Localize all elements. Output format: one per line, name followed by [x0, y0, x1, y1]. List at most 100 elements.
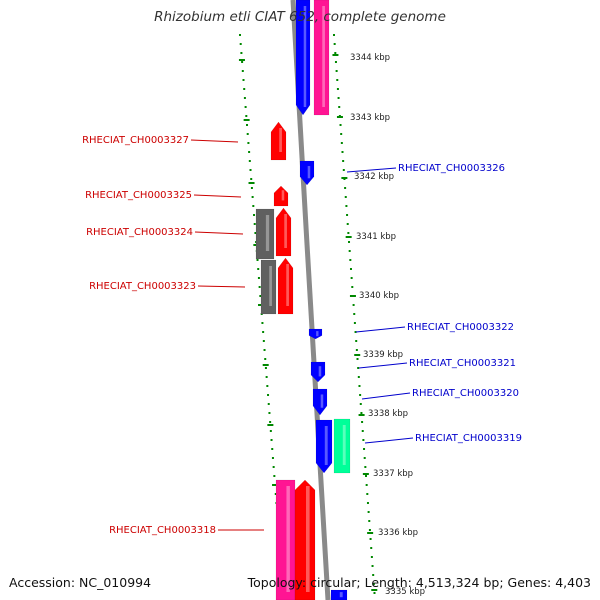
inner-ring-dot — [269, 430, 272, 432]
outer-ring-dot — [372, 583, 375, 585]
inner-ring-dot — [262, 340, 265, 342]
gene-label[interactable]: RHECIAT_CH0003320 — [412, 388, 519, 399]
gene-arrow — [273, 185, 289, 207]
outer-ring-dot — [369, 538, 372, 540]
outer-ring-dot — [371, 565, 374, 567]
accession-text: Accession: NC_010994 — [9, 575, 152, 590]
leader-line — [355, 326, 406, 333]
leader-line — [197, 285, 246, 288]
inner-ring-dot — [269, 421, 272, 423]
outer-ring-dot — [336, 79, 339, 81]
outer-ring-dot — [367, 511, 370, 513]
inner-ring-dot — [243, 88, 246, 90]
outer-ring-dot — [340, 133, 343, 135]
outer-ring-dot — [347, 232, 350, 234]
gene-highlight — [342, 425, 346, 465]
outer-ring-dot — [354, 331, 357, 333]
gene-label[interactable]: RHECIAT_CH0003325 — [85, 190, 192, 201]
inner-ring-dot — [249, 169, 252, 171]
outer-ring-dot — [338, 106, 341, 108]
gene-block — [333, 418, 351, 474]
inner-ring-dot — [245, 115, 248, 117]
inner-ring-dot — [243, 97, 246, 99]
inner-ring-dot — [253, 214, 256, 216]
ring-tick — [349, 295, 356, 297]
inner-ring-dot — [252, 205, 255, 207]
gene-highlight — [318, 366, 322, 377]
leader-line — [193, 194, 242, 198]
inner-ring-dot — [256, 259, 259, 261]
inner-ring-dot — [258, 286, 261, 288]
ring-tick — [262, 364, 269, 366]
leader-line — [364, 437, 414, 444]
tick-label: 3341 kbp — [356, 232, 396, 242]
outer-ring-dot — [373, 592, 376, 594]
inner-ring-dot — [250, 178, 253, 180]
gene-track — [255, 0, 351, 600]
gene-highlight — [284, 214, 287, 248]
inner-ring-dot — [240, 52, 243, 54]
tick-labels: 3344 kbp 3343 kbp 3342 kbp 3341 kbp 3340 kbp… — [350, 53, 425, 597]
inner-ring-dot — [264, 367, 267, 369]
outer-ring-dot — [359, 403, 362, 405]
outer-ring-dot — [346, 214, 349, 216]
tick-label: 3343 kbp — [350, 113, 390, 123]
inner-ring-dot — [246, 133, 249, 135]
gene-highlight — [281, 190, 285, 201]
ring-tick — [345, 236, 352, 238]
inner-ring-dot — [265, 376, 268, 378]
outer-ring-dot — [344, 187, 347, 189]
outer-ring-dot — [357, 367, 360, 369]
outer-ring-dot — [368, 520, 371, 522]
inner-ring-dot — [262, 331, 265, 333]
gene-highlight — [306, 486, 310, 592]
gene-arrow — [277, 257, 294, 315]
gene-block — [275, 479, 296, 600]
inner-ring-dot — [239, 34, 241, 36]
outer-ring-dot — [341, 151, 344, 153]
leader-line — [190, 139, 239, 143]
inner-ring-dot — [270, 439, 273, 441]
ring-tick — [248, 182, 255, 184]
inner-ring-dot — [273, 475, 276, 477]
outer-ring-dot — [363, 448, 366, 450]
inner-ring-dot — [261, 322, 264, 324]
gene-highlight — [279, 128, 282, 152]
gene-label[interactable]: RHECIAT_CH0003324 — [86, 227, 193, 238]
inner-ring-dot — [241, 70, 244, 72]
outer-ring-dot — [360, 412, 363, 414]
outer-ring-dot — [353, 313, 356, 315]
gene-label[interactable]: RHECIAT_CH0003323 — [89, 281, 196, 292]
outer-ring-dot — [352, 304, 355, 306]
inner-ring-dot — [271, 457, 274, 459]
inner-ring-dot — [248, 151, 251, 153]
gene-label[interactable]: RHECIAT_CH0003319 — [415, 433, 522, 444]
inner-ring-dot — [272, 466, 275, 468]
outer-ring-dot — [364, 466, 367, 468]
outer-ring-dot — [368, 529, 371, 531]
inner-ring-dot — [264, 358, 267, 360]
outer-ring-dot — [336, 88, 339, 90]
gene-label[interactable]: RHECIAT_CH0003326 — [398, 163, 505, 174]
outer-ring-dot — [333, 43, 336, 45]
gene-highlight — [339, 592, 343, 598]
inner-ring-dot — [274, 493, 277, 495]
gene-arrow — [295, 0, 311, 116]
outer-ring-dot — [351, 286, 354, 288]
gene-highlight — [286, 264, 289, 306]
tick-label: 3337 kbp — [373, 469, 413, 479]
gene-label[interactable]: RHECIAT_CH0003318 — [109, 525, 216, 536]
gene-label[interactable]: RHECIAT_CH0003327 — [82, 135, 189, 146]
outer-ring-dot — [342, 160, 345, 162]
outer-ring-dot — [366, 493, 369, 495]
outer-ring-dot — [348, 250, 351, 252]
outer-ring-dot — [340, 142, 343, 144]
ring-tick — [354, 354, 361, 356]
gene-highlight — [322, 6, 325, 107]
outer-ring-dot — [339, 124, 342, 126]
gene-label[interactable]: RHECIAT_CH0003321 — [409, 358, 516, 369]
outer-ring-dot — [346, 223, 349, 225]
gene-highlight — [320, 394, 324, 408]
gene-label[interactable]: RHECIAT_CH0003322 — [407, 322, 514, 333]
gene-arrow — [270, 121, 287, 161]
